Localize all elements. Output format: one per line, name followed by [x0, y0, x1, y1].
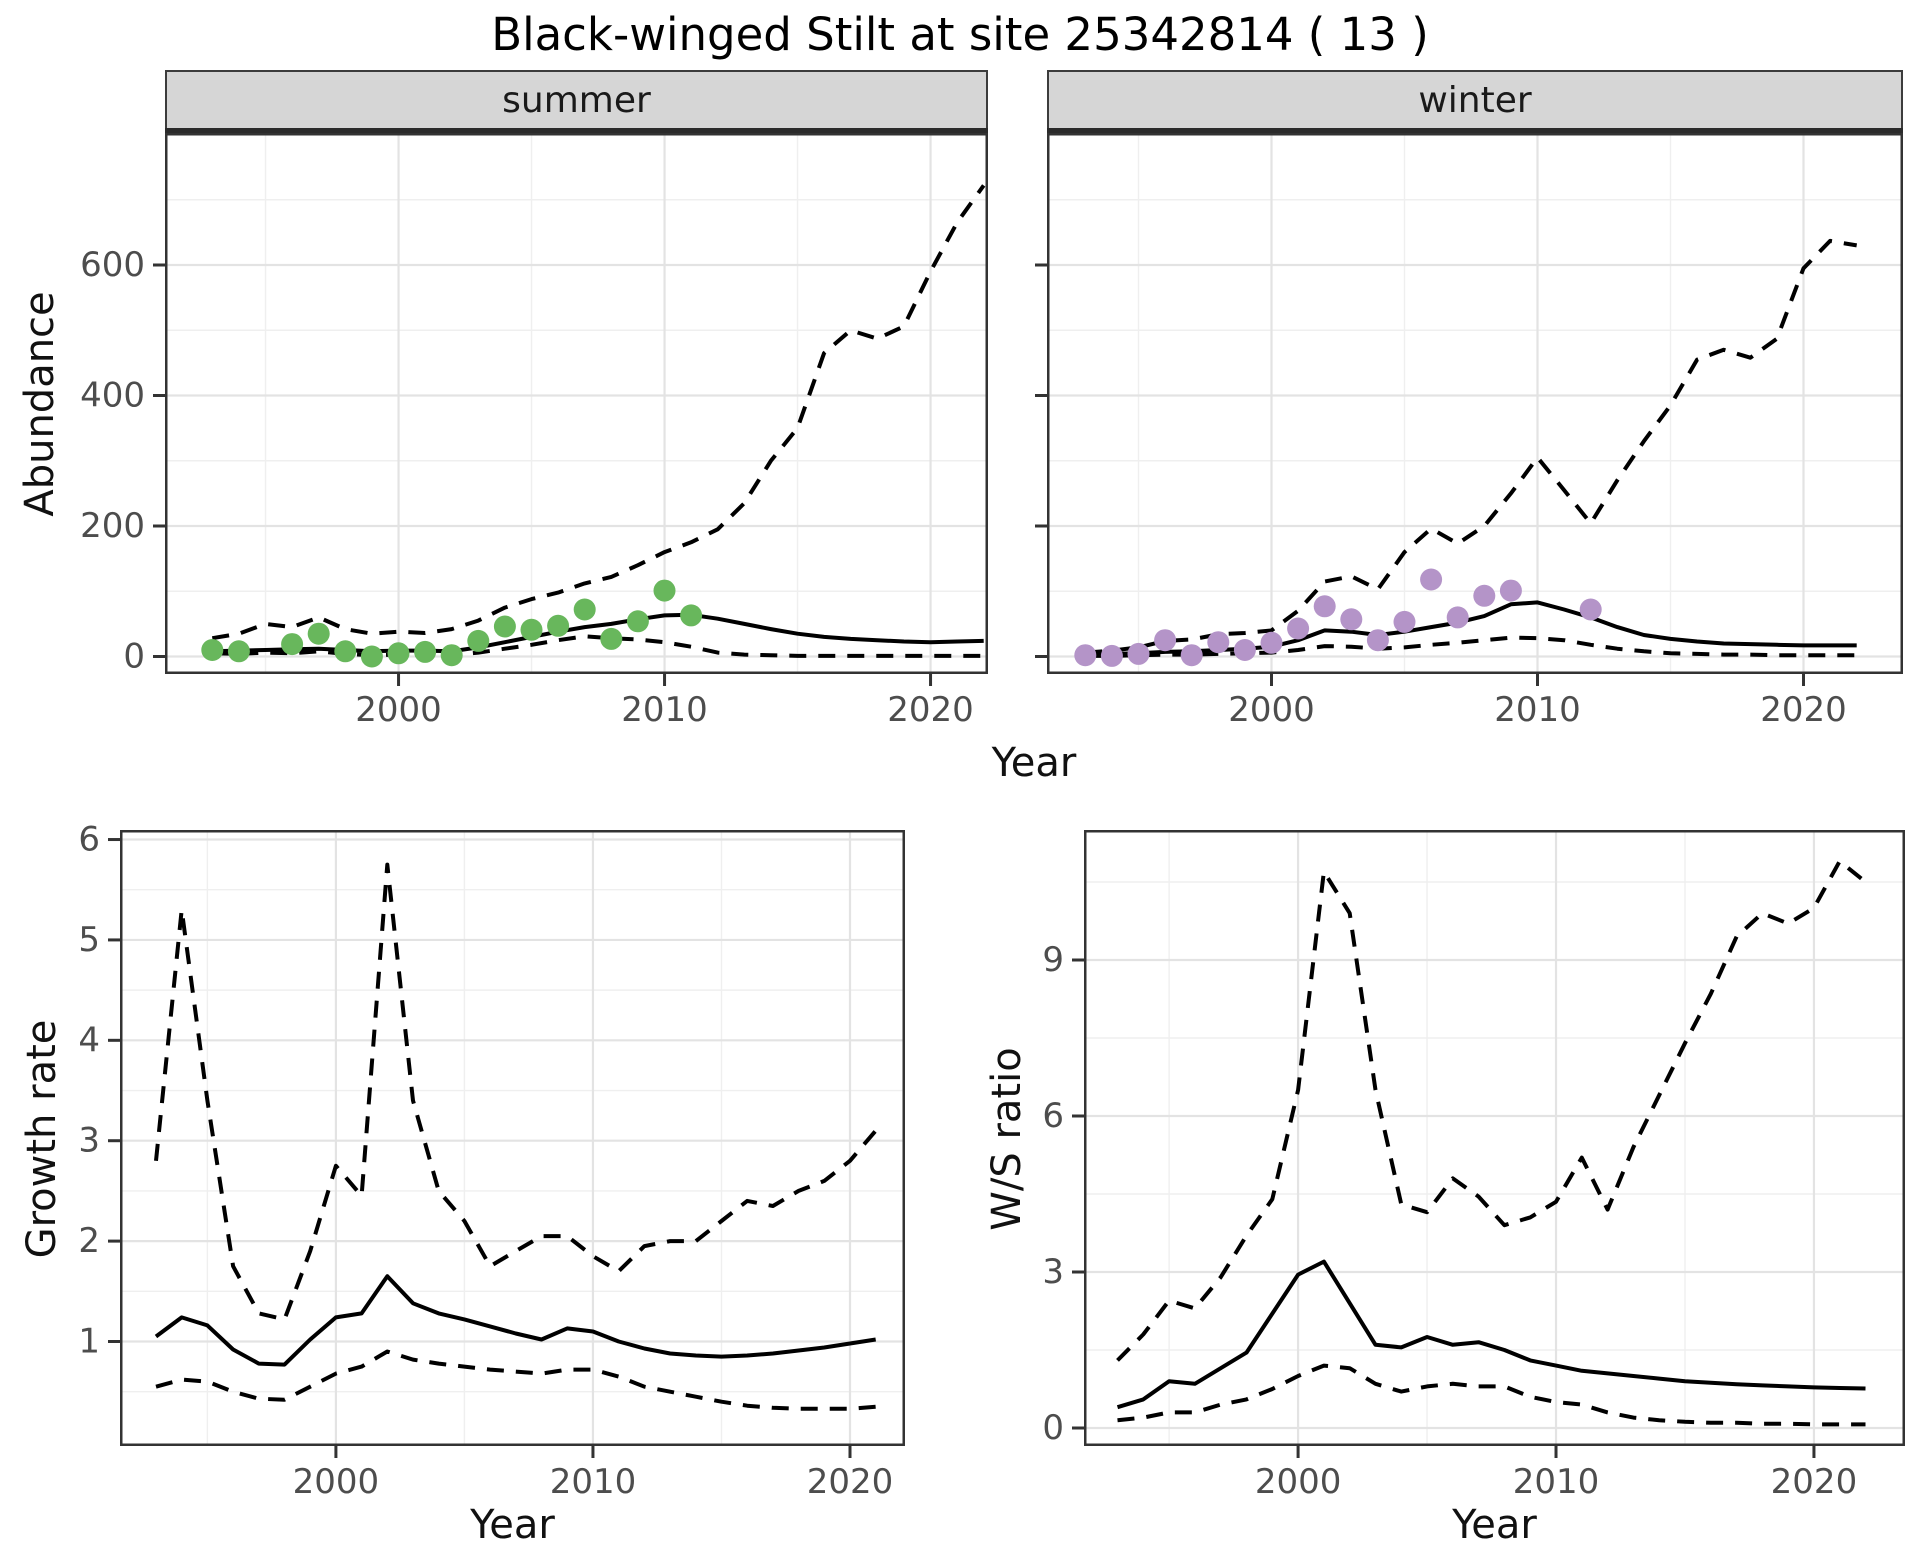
data-point: [1340, 608, 1363, 631]
data-point: [227, 640, 250, 663]
points-abundance-summer: [201, 579, 703, 668]
data-point: [547, 614, 570, 637]
data-point: [387, 642, 410, 665]
x-axis-title-bottom-left: Year: [470, 1502, 555, 1548]
data-point: [493, 615, 516, 638]
data-point: [1180, 644, 1203, 667]
data-point: [1233, 639, 1256, 661]
data-point: [1579, 598, 1602, 621]
facet-strip-summer: summer: [165, 70, 988, 130]
y-axis-title-ws-ratio: W/S ratio: [984, 1047, 1030, 1231]
x-axis-title-bottom-right: Year: [1452, 1502, 1537, 1548]
panel-abundance-summer: 2000 2010 2020 0 200 400 600: [80, 133, 988, 730]
x-axis-title-top: Year: [991, 740, 1077, 786]
y-tick-label: 3: [1042, 1252, 1064, 1292]
series-growth-rate-lower-95-ci: [155, 1349, 876, 1411]
y-tick-label: 2: [78, 1221, 100, 1261]
facet-strip-winter-underline: [1047, 128, 1903, 133]
data-point: [201, 639, 224, 661]
y-tick-label: 600: [80, 245, 145, 285]
series-growth-rate-median: [154, 1274, 877, 1367]
panel-growth-rate: 2000 2010 2020 1 2 3 4 5 6: [78, 820, 905, 1502]
x-tick-label: 2020: [807, 1462, 894, 1502]
data-point: [334, 640, 357, 663]
panel-abundance-winter: 2000 2010 2020: [1035, 133, 1903, 730]
series-ws-ratio-lower-95-ci: [1117, 1363, 1866, 1427]
data-point: [1446, 606, 1469, 629]
data-point: [281, 633, 304, 656]
data-point: [360, 645, 383, 668]
data-point: [1127, 642, 1150, 665]
x-tick-label: 2000: [1228, 690, 1315, 730]
data-point: [1499, 579, 1522, 602]
y-tick-label: 5: [78, 920, 100, 960]
x-tick-label: 2000: [355, 690, 442, 730]
points-abundance-winter: [1074, 568, 1602, 667]
data-point: [600, 627, 623, 650]
data-point: [1420, 568, 1443, 591]
x-tick-label: 2020: [887, 690, 974, 730]
data-point: [440, 644, 463, 667]
y-tick-label: 6: [1042, 1096, 1064, 1136]
facet-strip-winter: winter: [1047, 70, 1903, 130]
data-point: [467, 629, 490, 652]
data-point: [1313, 595, 1336, 618]
y-tick-label: 3: [78, 1121, 100, 1161]
data-point: [573, 598, 596, 621]
series-ws-ratio-median: [1116, 1259, 1866, 1410]
x-tick-label: 2020: [1771, 1462, 1858, 1502]
data-point: [414, 640, 437, 663]
y-tick-label: 9: [1042, 940, 1064, 980]
facet-strip-summer-label: summer: [502, 79, 651, 121]
y-tick-label: 4: [78, 1020, 100, 1060]
data-point: [520, 618, 543, 641]
data-point: [653, 579, 676, 602]
facet-strip-winter-label: winter: [1418, 79, 1532, 121]
x-tick-label: 2010: [621, 690, 708, 730]
x-tick-label: 2010: [1513, 1462, 1600, 1502]
data-point: [1287, 617, 1310, 640]
series-abundance-winter-median: [1085, 600, 1857, 657]
x-tick-label: 2000: [293, 1462, 380, 1502]
data-point: [1260, 631, 1283, 654]
series-ws-ratio-upper-95-ci: [1116, 859, 1867, 1362]
data-point: [307, 622, 330, 645]
plot-title: Black-winged Stilt at site 25342814 ( 13…: [491, 8, 1429, 61]
y-tick-label: 400: [80, 376, 145, 416]
data-point: [1154, 629, 1177, 652]
y-axis-title-abundance: Abundance: [17, 291, 63, 517]
y-tick-label: 6: [78, 820, 100, 860]
data-point: [626, 610, 649, 633]
y-tick-label: 0: [1042, 1408, 1064, 1448]
y-tick-label: 1: [78, 1321, 100, 1361]
x-tick-label: 2010: [1494, 690, 1581, 730]
y-tick-label: 200: [80, 506, 145, 546]
facet-strip-summer-underline: [165, 128, 988, 133]
x-tick-label: 2020: [1760, 690, 1847, 730]
data-point: [1393, 610, 1416, 633]
data-point: [1100, 644, 1123, 667]
data-point: [680, 604, 703, 627]
x-tick-label: 2010: [550, 1462, 637, 1502]
series-abundance-summer-upper-95-ci: [211, 184, 986, 641]
data-point: [1207, 631, 1230, 654]
panel-ws-ratio: 2000 2010 2020 0 3 6 9: [1042, 830, 1905, 1502]
data-point: [1366, 629, 1389, 652]
y-axis-title-growth-rate: Growth rate: [19, 1019, 65, 1259]
data-point: [1473, 584, 1496, 607]
series-abundance-winter-lower-95-ci: [1085, 635, 1857, 658]
series-growth-rate-upper-95-ci: [154, 862, 878, 1322]
data-point: [1074, 644, 1097, 667]
y-tick-label: 0: [123, 637, 145, 677]
x-tick-label: 2000: [1255, 1462, 1342, 1502]
